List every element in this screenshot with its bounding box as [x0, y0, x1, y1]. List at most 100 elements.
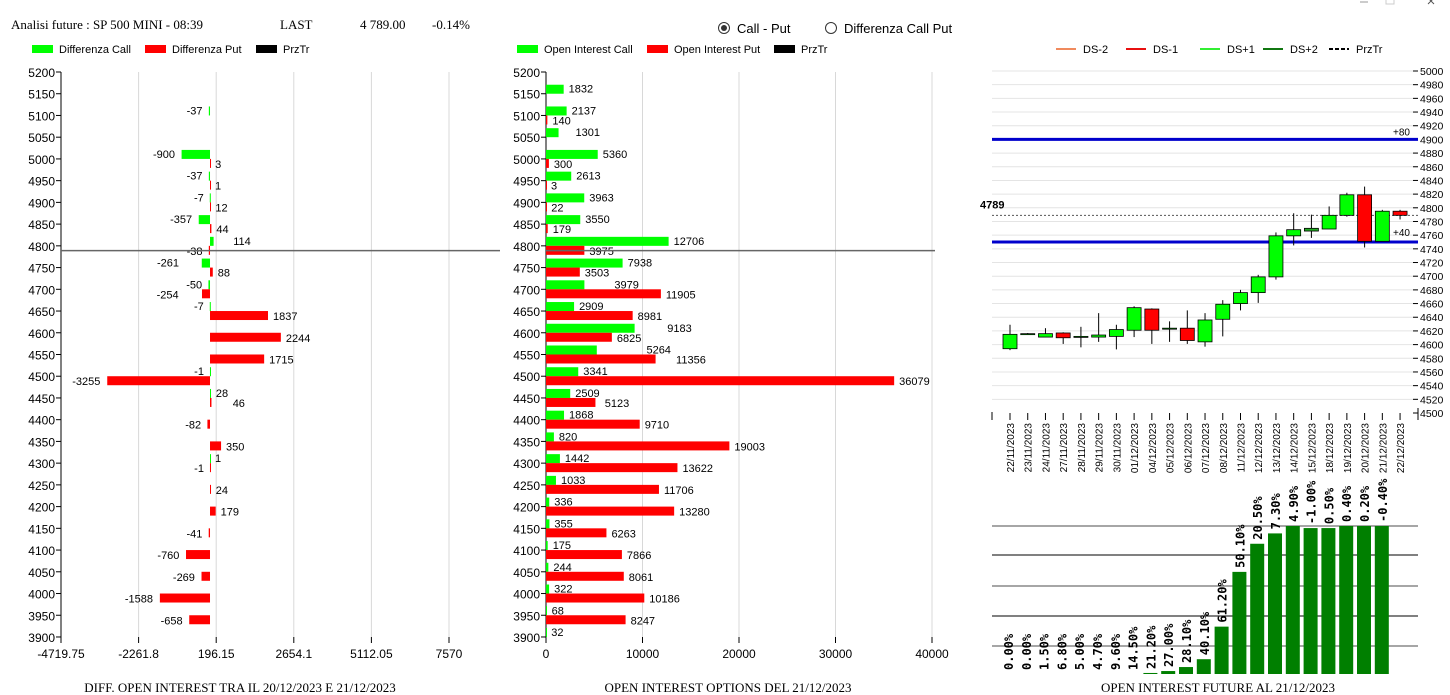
call-bar: [210, 388, 212, 398]
x-tick-label: 0: [543, 647, 550, 661]
radio-differenza-call-put[interactable]: Differenza Call Put: [825, 21, 953, 36]
y-tick-label: 4150: [513, 522, 540, 536]
oi-bar: [1339, 526, 1354, 674]
put-bar: [546, 593, 645, 603]
candle-body: [1091, 334, 1107, 338]
oi-change-label: 0.40%: [1340, 485, 1354, 522]
y-tick-label: 4250: [28, 479, 55, 493]
maximize-button[interactable]: [1385, 0, 1395, 5]
oi-bar: [1250, 543, 1265, 674]
y-tick-label: 4850: [513, 218, 540, 232]
bar-value-label: 1: [215, 181, 221, 193]
date-label: 27/11/2023: [1059, 423, 1070, 473]
y-tick-label: 4050: [513, 566, 540, 580]
bar-value-label: 3: [551, 181, 557, 193]
y-tick-label: 4740: [1420, 244, 1444, 256]
call-bar: [546, 128, 559, 138]
bar-value-label: -254: [157, 289, 179, 301]
date-label: 07/12/2023: [1201, 423, 1212, 473]
put-bar: [546, 202, 547, 212]
y-tick-label: 4960: [1420, 93, 1444, 105]
y-tick-label: 4600: [28, 327, 55, 341]
y-tick-label: 4880: [1420, 148, 1444, 160]
call-bar: [198, 215, 211, 225]
bar-value-label: 11706: [664, 485, 694, 497]
bar-value-label: 6825: [617, 333, 641, 345]
bar-value-label: -7: [194, 301, 204, 313]
y-tick-label: 4450: [28, 392, 55, 406]
bar-value-label: 322: [554, 584, 572, 596]
oi-change-label: 4.90%: [1287, 485, 1301, 522]
radio-button[interactable]: [825, 22, 837, 34]
call-bar: [546, 345, 597, 355]
put-bar: [210, 311, 269, 321]
bar-value-label: 3975: [589, 246, 613, 258]
bar-value-label: 1868: [569, 410, 593, 422]
legend-label: DS-2: [1083, 44, 1108, 56]
oi-change-label: 14.50%: [1127, 626, 1141, 670]
call-bar: [546, 432, 554, 442]
call-bar: [181, 149, 211, 159]
bar-value-label: 140: [552, 115, 570, 127]
diff-oi-chart: -4719.75 -2261.8 196.15 2654.1 5112.05 7570 52…: [28, 66, 500, 695]
radio-dot: [721, 25, 727, 31]
oi-change-label: 0.00%: [1002, 633, 1016, 670]
put-bar: [546, 615, 626, 625]
bar-value-label: 1301: [576, 127, 600, 139]
y-tick-label: 5100: [28, 109, 55, 123]
y-tick-label: 5200: [28, 66, 55, 80]
y-tick-label: 4400: [28, 414, 55, 428]
y-tick-label: 4640: [1420, 312, 1444, 324]
bar-value-label: 12: [215, 202, 227, 214]
put-bar: [546, 419, 640, 429]
y-tick-label: 4450: [513, 392, 540, 406]
bar-value-label: -658: [161, 615, 183, 627]
date-label: 20/12/2023: [1361, 423, 1372, 473]
date-label: 04/12/2023: [1148, 423, 1159, 473]
y-tick-label: 4720: [1420, 258, 1444, 270]
bar-value-label: 88: [218, 268, 230, 280]
candle-body: [1038, 333, 1053, 338]
put-bar: [189, 615, 211, 625]
bar-value-label: 19003: [734, 441, 765, 453]
oi-change-label: 21.20%: [1144, 625, 1158, 669]
oi-bar: [1214, 626, 1229, 674]
candle-body: [1268, 235, 1284, 278]
y-tick-label: 4750: [513, 262, 540, 276]
put-bar: [546, 224, 548, 234]
bar-value-label: 7866: [627, 550, 651, 562]
bar-value-label: -261: [157, 258, 179, 270]
put-bar: [546, 528, 607, 538]
candle-body: [1020, 333, 1036, 336]
put-bar: [210, 158, 212, 168]
put-bar: [210, 484, 212, 494]
bar-value-label: 36079: [899, 376, 930, 388]
bar-value-label: 10186: [649, 594, 680, 606]
candle-body: [1339, 194, 1355, 216]
date-label: 08/12/2023: [1219, 423, 1230, 473]
put-bar: [546, 354, 656, 364]
oi-bar: [1285, 526, 1300, 674]
call-bar: [546, 388, 571, 398]
y-tick-label: 4500: [1420, 408, 1444, 420]
legend-swatch: [32, 45, 53, 53]
date-label: 13/12/2023: [1272, 423, 1283, 473]
y-tick-label: 4250: [513, 479, 540, 493]
candle-body: [1002, 333, 1018, 350]
close-button[interactable]: [1427, 0, 1435, 5]
call-bar: [546, 323, 635, 333]
bar-value-label: 5123: [605, 398, 629, 410]
oi-change-label: -1.00%: [1305, 480, 1319, 524]
bar-value-label: 8247: [631, 615, 655, 627]
radio-call-put[interactable]: Call - Put: [718, 21, 791, 36]
bar-value-label: 1715: [269, 354, 293, 366]
call-bar: [209, 193, 211, 203]
bar-value-label: 3963: [589, 192, 613, 204]
put-bar: [210, 397, 212, 407]
candle-body: [1286, 229, 1302, 237]
y-tick-label: 4550: [28, 348, 55, 362]
y-tick-label: 4100: [513, 544, 540, 558]
date-label: 19/12/2023: [1343, 423, 1354, 473]
y-tick-label: 4560: [1420, 367, 1444, 379]
